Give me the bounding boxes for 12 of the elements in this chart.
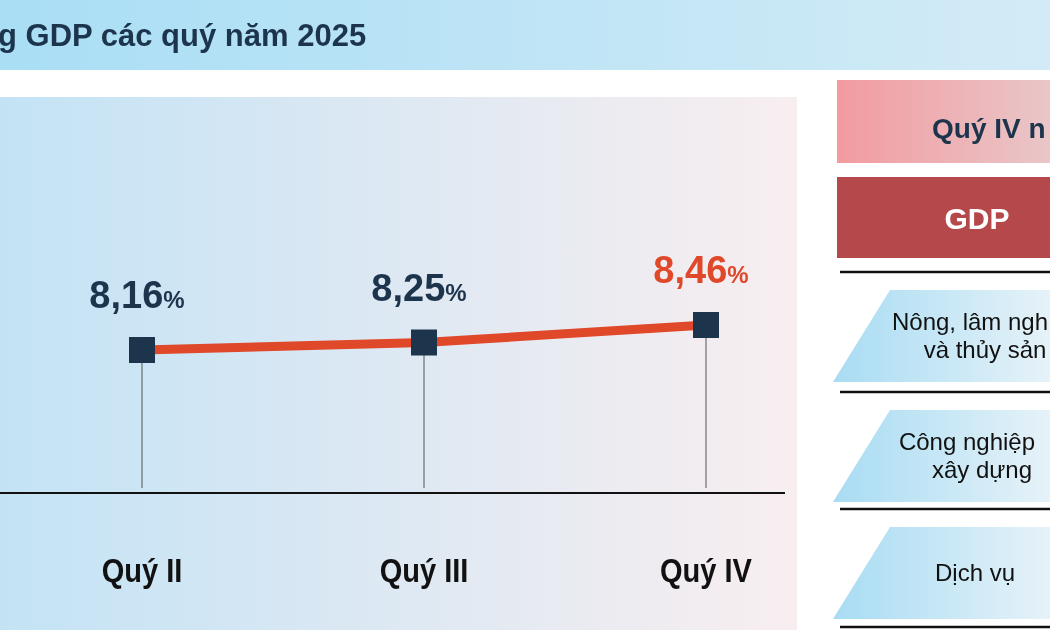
data-label: 8,16% <box>89 274 185 316</box>
data-label: 8,46% <box>653 249 749 291</box>
x-tick-label: Quý III <box>379 552 469 590</box>
text: Nông, lâm ngh và thủy sản <box>891 308 1049 363</box>
x-tick-label: Quý II <box>101 552 183 590</box>
text: Quý IV n <box>932 113 1046 144</box>
data-label: 8,25% <box>371 266 467 309</box>
text: GDP <box>944 202 1010 235</box>
chart-title: g GDP các quý năm 2025 <box>0 18 367 53</box>
text: Dịch vụ <box>934 559 1016 586</box>
x-tick-label: Quý IV <box>660 552 753 590</box>
text: Công nghiệp xây dựng <box>898 428 1036 483</box>
